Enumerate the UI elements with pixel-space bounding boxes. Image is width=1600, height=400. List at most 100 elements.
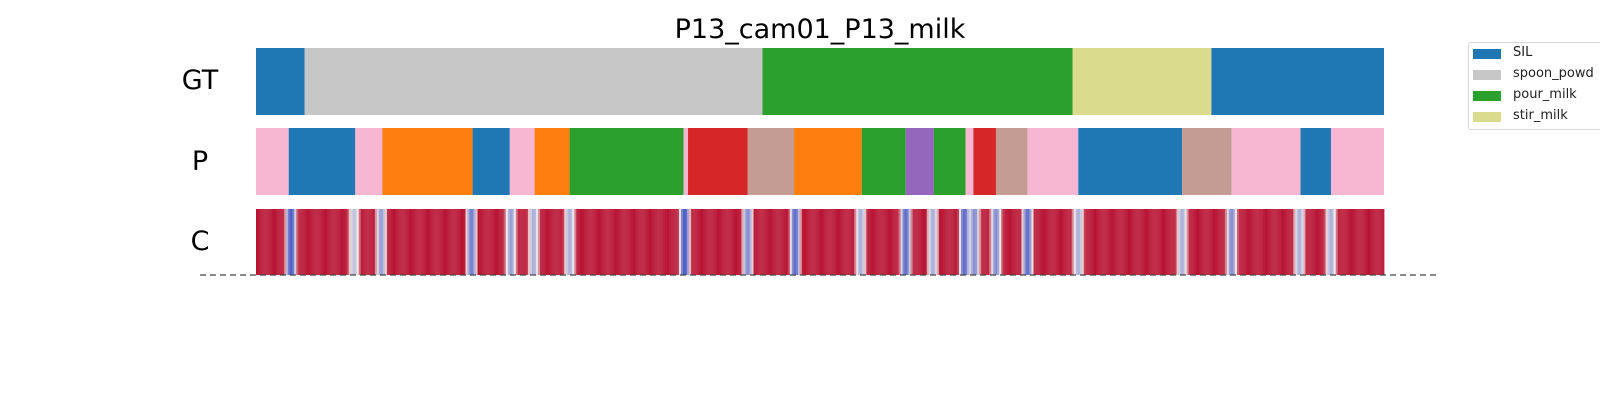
gt-row-segment-spoon-powder-1 [304,48,763,115]
legend-label-spoon-powder: spoon_powd [1513,66,1594,81]
confidence-strip-120 [497,209,501,275]
confidence-strip-453 [1168,209,1171,275]
confidence-strip-33 [322,209,325,275]
confidence-strip-481 [1224,209,1228,275]
gt-row-segment-stir-milk-3 [1072,48,1212,115]
confidence-strip-301 [862,209,865,275]
confidence-strip-31 [318,209,321,275]
confidence-strip-499 [1261,209,1264,275]
confidence-strip-140 [538,209,541,275]
confidence-strip-422 [1106,209,1109,275]
confidence-strip-158 [574,209,577,275]
legend-label-sil: SIL [1513,45,1533,60]
confidence-strip-184 [626,209,630,275]
confidence-strip-104 [465,209,468,275]
confidence-strip-170 [598,209,601,275]
confidence-strip-366 [993,209,996,275]
confidence-strip-423 [1108,209,1111,275]
confidence-strip-253 [765,209,769,275]
confidence-strip-460 [1182,209,1185,275]
confidence-strip-491 [1245,209,1248,275]
confidence-strip-203 [664,209,668,275]
confidence-strip-511 [1285,209,1288,275]
confidence-strip-285 [830,209,833,275]
confidence-strip-239 [737,209,740,275]
confidence-strip-485 [1232,209,1236,275]
confidence-strip-264 [787,209,791,275]
confidence-strip-90 [437,209,440,275]
confidence-strip-96 [449,209,452,275]
confidence-strip-161 [580,209,583,275]
confidence-strip-552 [1367,209,1371,275]
confidence-strip-319 [898,209,901,275]
confidence-strip-39 [334,209,337,275]
confidence-strip-461 [1184,209,1187,275]
confidence-strip-473 [1208,209,1212,275]
confidence-strip-89 [435,209,438,275]
confidence-strip-122 [501,209,505,275]
confidence-strip-454 [1170,209,1173,275]
confidence-strip-554 [1371,209,1375,275]
confidence-strip-360 [981,209,984,275]
confidence-strip-378 [1017,209,1020,275]
confidence-strip-137 [531,209,535,275]
confidence-strip-226 [711,209,714,275]
confidence-strip-492 [1247,209,1250,275]
confidence-strip-165 [588,209,591,275]
confidence-strip-5 [266,209,269,275]
confidence-strip-111 [479,209,482,275]
confidence-strip-168 [594,209,597,275]
confidence-strip-514 [1291,209,1294,275]
confidence-strip-557 [1377,209,1381,275]
confidence-strip-116 [489,209,493,275]
confidence-strip-266 [791,209,795,275]
confidence-strip-198 [654,209,658,275]
confidence-strip-343 [946,209,950,275]
confidence-strip-387 [1035,209,1038,275]
confidence-strip-459 [1180,209,1183,275]
confidence-strip-317 [894,209,897,275]
confidence-strip-414 [1089,209,1093,275]
confidence-strip-117 [491,209,495,275]
confidence-strip-466 [1194,209,1198,275]
confidence-strip-320 [900,209,903,275]
legend-label-stir-milk: stir_milk [1513,108,1568,123]
confidence-strip-436 [1134,209,1137,275]
confidence-strip-135 [527,209,531,275]
confidence-strip-3 [262,209,265,275]
confidence-strip-44 [344,209,348,275]
confidence-strip-91 [439,209,442,275]
confidence-strip-129 [515,209,519,275]
confidence-strip-413 [1087,209,1091,275]
confidence-strip-281 [822,209,825,275]
confidence-strip-86 [429,209,432,275]
confidence-strip-528 [1319,209,1322,275]
confidence-strip-85 [427,209,430,275]
confidence-strip-444 [1150,209,1153,275]
confidence-strip-189 [636,209,640,275]
confidence-strip-40 [336,209,339,275]
confidence-strip-25 [306,209,309,275]
confidence-strip-46 [348,209,352,275]
confidence-strip-59 [374,209,378,275]
confidence-strip-390 [1041,209,1044,275]
confidence-strip-500 [1263,209,1266,275]
confidence-strip-9 [274,209,277,275]
confidence-strip-355 [971,209,974,275]
confidence-strip-94 [445,209,448,275]
confidence-strip-532 [1327,209,1331,275]
confidence-strip-533 [1329,209,1333,275]
confidence-strip-334 [928,209,932,275]
confidence-strip-16 [288,209,291,275]
confidence-strip-6 [268,209,271,275]
confidence-strip-257 [773,209,777,275]
confidence-strip-504 [1271,209,1274,275]
confidence-strip-99 [455,209,458,275]
p-row-segment-pink-class-21 [1231,128,1301,195]
confidence-strip-150 [558,209,561,275]
confidence-strip-196 [650,209,654,275]
confidence-strip-497 [1257,209,1260,275]
confidence-strip-339 [938,209,942,275]
confidence-strip-307 [874,209,877,275]
